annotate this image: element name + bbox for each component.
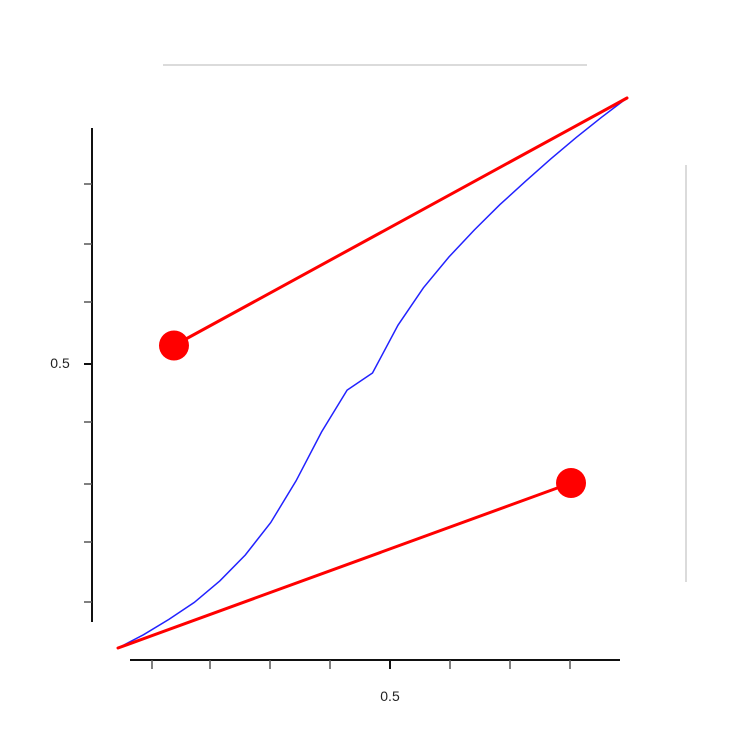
y-tick-label: 0.5 bbox=[50, 355, 70, 371]
handle-line-top bbox=[172, 96, 629, 347]
control-point-bottom[interactable] bbox=[556, 468, 587, 498]
x-tick-label: 0.5 bbox=[380, 688, 400, 704]
control-point-top[interactable] bbox=[158, 330, 189, 361]
ticks bbox=[84, 183, 571, 669]
handle-line-bottom bbox=[116, 481, 573, 650]
plot-area bbox=[116, 96, 629, 650]
bezier-curve bbox=[117, 97, 628, 649]
